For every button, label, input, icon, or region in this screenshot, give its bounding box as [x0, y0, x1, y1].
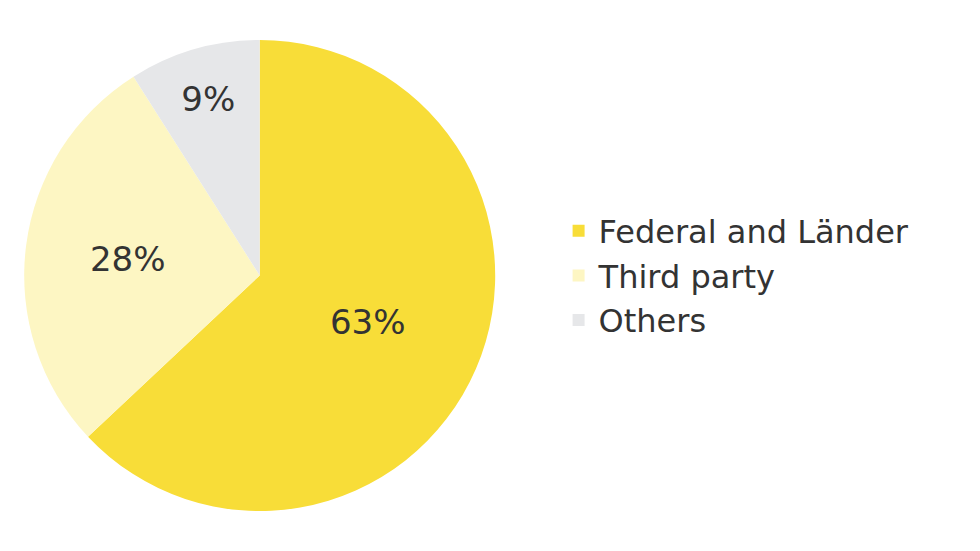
svg-text:Others: Others — [599, 302, 707, 340]
svg-text:Federal and Länder: Federal and Länder — [599, 213, 909, 251]
svg-text:28%: 28% — [90, 239, 166, 279]
svg-text:9%: 9% — [181, 79, 235, 119]
svg-text:63%: 63% — [330, 302, 406, 342]
svg-text:Third party: Third party — [598, 258, 775, 296]
